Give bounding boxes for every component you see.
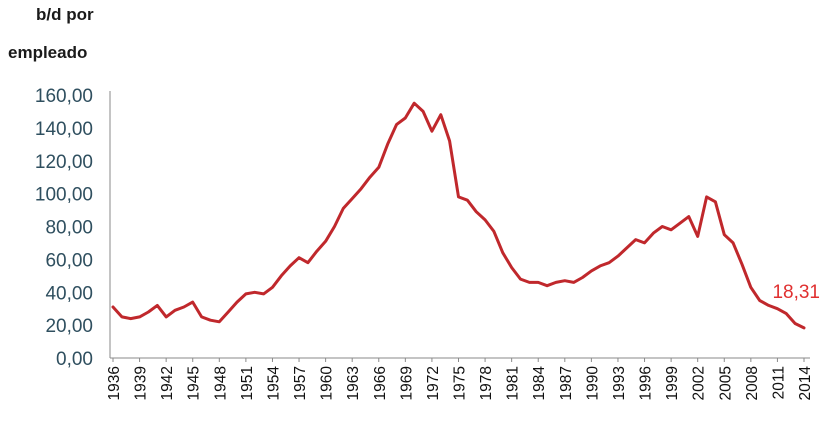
last-value-annotation: 18,31 — [772, 282, 820, 303]
x-tick-label: 1945 — [186, 366, 203, 400]
annotations: 18,31 — [772, 282, 820, 303]
x-tick-label: 1990 — [584, 366, 601, 401]
series-group — [111, 101, 806, 330]
x-tick-label: 1939 — [133, 366, 150, 400]
x-tick-label: 2014 — [797, 366, 814, 401]
y-tick-label: 80,00 — [45, 218, 93, 239]
y-axis-ticks: 160,00 140,00 120,00 100,00 80,00 60,00 40,00 2… — [35, 86, 93, 370]
x-tick-label: 1981 — [505, 366, 522, 400]
x-tick-label: 1957 — [292, 366, 309, 400]
x-tick-label: 1951 — [239, 366, 256, 400]
x-tick-label: 2008 — [744, 366, 761, 400]
y-tick-label: 100,00 — [35, 185, 93, 206]
axes — [109, 91, 810, 359]
x-tick-label: 1978 — [478, 366, 495, 400]
x-tick-label: 1969 — [398, 366, 415, 400]
x-tick-label: 1960 — [319, 366, 336, 401]
y-axis-label-line-1: b/d por — [36, 5, 94, 24]
x-tick-label: 1993 — [611, 366, 628, 400]
y-tick-label: 120,00 — [35, 152, 93, 173]
x-tick-label: 1966 — [372, 366, 389, 400]
y-axis-label-line-2: empleado — [8, 43, 87, 62]
x-axis-ticks: 1936 1939 1942 1945 1948 1951 1954 1957 1960 1963… — [106, 358, 814, 400]
x-tick-label: 1975 — [452, 366, 469, 400]
y-tick-label: 60,00 — [45, 250, 93, 271]
x-tick-label: 2005 — [717, 366, 734, 400]
x-tick-label: 1948 — [212, 366, 229, 400]
x-tick-label: 1942 — [159, 366, 176, 400]
x-tick-label: 1999 — [664, 366, 681, 400]
y-axis-label: b/d por empleado — [8, 5, 94, 62]
series-line — [111, 101, 806, 330]
y-tick-label: 40,00 — [45, 283, 93, 304]
x-tick-label: 1987 — [558, 366, 575, 400]
x-tick-label: 1984 — [531, 366, 548, 401]
y-tick-label: 20,00 — [45, 316, 93, 337]
x-tick-label: 1972 — [425, 366, 442, 400]
x-tick-label: 1954 — [265, 366, 282, 401]
x-tick-label: 1936 — [106, 366, 123, 400]
y-tick-label: 160,00 — [35, 86, 93, 107]
y-tick-label: 0,00 — [56, 349, 93, 370]
x-tick-label: 2002 — [691, 366, 708, 400]
x-tick-label: 2011 — [770, 366, 787, 399]
y-tick-label: 140,00 — [35, 119, 93, 140]
x-tick-label: 1963 — [345, 366, 362, 400]
x-tick-label: 1996 — [638, 366, 655, 400]
